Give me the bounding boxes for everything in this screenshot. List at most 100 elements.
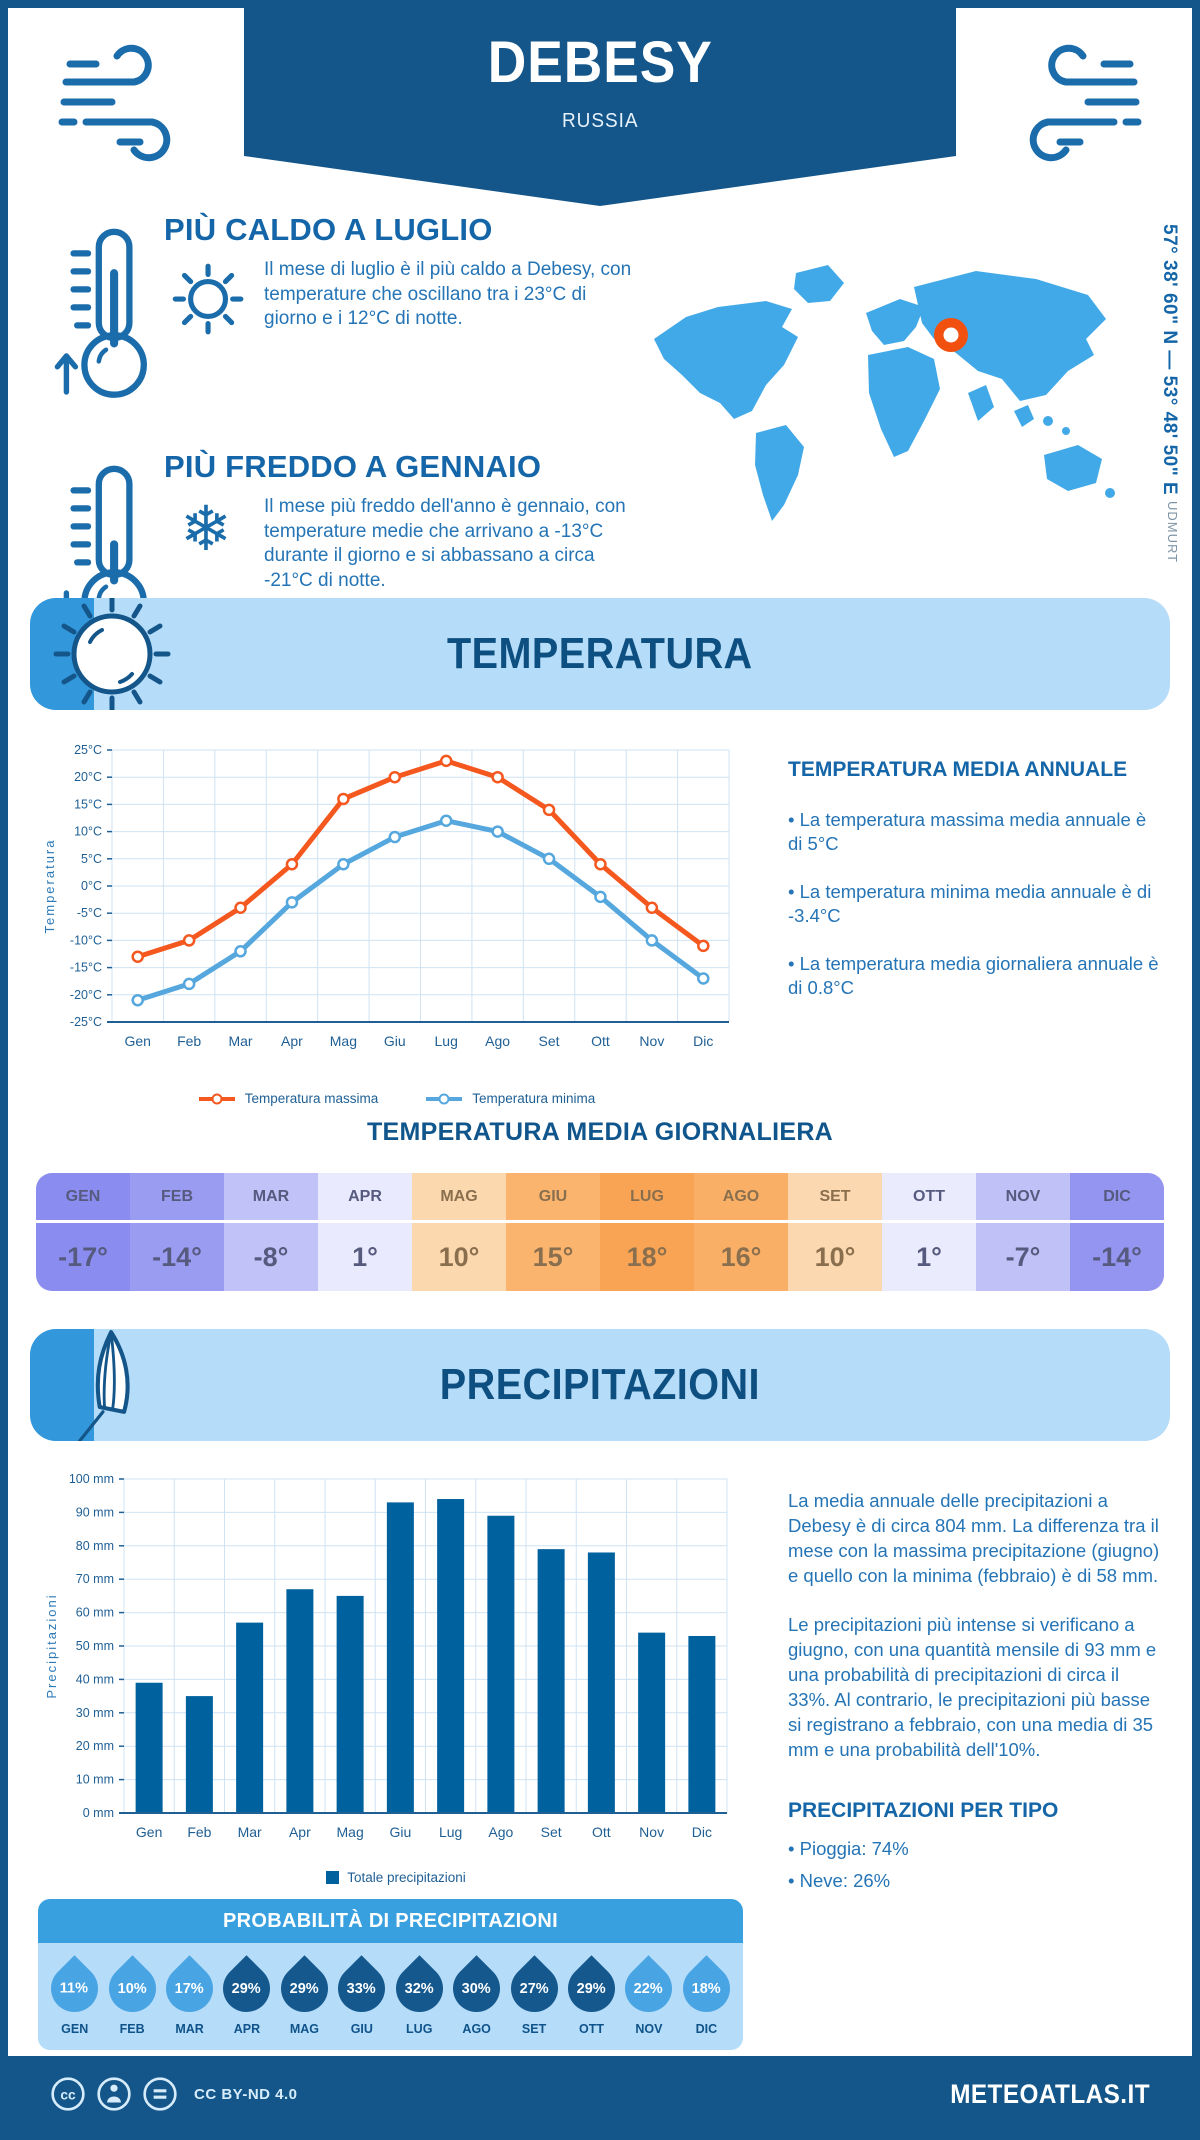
precipitation-type-bullet: Neve: 26% <box>788 1869 1162 1893</box>
svg-text:Mar: Mar <box>238 1824 262 1840</box>
warmest-month-text: Il mese di luglio è il più caldo a Debes… <box>264 259 632 330</box>
page-subtitle: RUSSIA <box>561 110 639 132</box>
svg-text:Ott: Ott <box>592 1824 611 1840</box>
svg-text:Dic: Dic <box>692 1824 712 1840</box>
svg-text:10 mm: 10 mm <box>76 1773 114 1787</box>
license-label: CC BY-ND 4.0 <box>194 2085 298 2103</box>
daily-temperature-section: TEMPERATURA MEDIA GIORNALIERA GEN FEB MAR A… <box>8 1118 1192 1291</box>
svg-text:10°C: 10°C <box>74 825 102 839</box>
svg-text:Ago: Ago <box>485 1033 510 1049</box>
probability-item-NOV: 22% NOV <box>615 1955 683 2036</box>
svg-text:Giu: Giu <box>384 1033 406 1049</box>
droplet-icon: 18% <box>673 1955 740 2022</box>
month-value-NOV: -7° <box>976 1223 1070 1291</box>
svg-text:-20°C: -20°C <box>70 988 102 1002</box>
probability-item-GEN: 11% GEN <box>41 1955 108 2036</box>
month-value-LUG: 18° <box>600 1223 694 1291</box>
droplet-icon: 22% <box>615 1955 683 2022</box>
svg-text:Nov: Nov <box>639 1824 664 1840</box>
title-banner: DEBESY RUSSIA <box>244 8 956 206</box>
svg-text:70 mm: 70 mm <box>76 1572 114 1586</box>
warmest-month-title: PIÙ CALDO A LUGLIO <box>164 212 493 247</box>
month-header-MAR: MAR <box>224 1173 318 1220</box>
month-value-OTT: 1° <box>882 1223 976 1291</box>
svg-text:15°C: 15°C <box>74 797 102 811</box>
probability-item-LUG: 32% LUG <box>386 1955 453 2036</box>
probability-item-DIC: 18% DIC <box>673 1955 740 2036</box>
license-group: cc CC BY-ND 4.0 <box>50 2076 298 2112</box>
probability-title: PROBABILITÀ DI PRECIPITAZIONI <box>38 1899 743 1943</box>
month-header-GEN: GEN <box>36 1173 130 1220</box>
droplet-icon: 32% <box>386 1955 453 2022</box>
month-value-MAR: -8° <box>224 1223 318 1291</box>
svg-text:Mag: Mag <box>337 1824 364 1840</box>
attribution-icon <box>97 2077 131 2111</box>
wind-icon <box>58 44 171 162</box>
droplet-icon: 10% <box>98 1955 166 2022</box>
legend-item: Totale precipitazioni <box>326 1870 466 1885</box>
svg-text:20 mm: 20 mm <box>76 1739 114 1753</box>
month-header-DIC: DIC <box>1070 1173 1164 1220</box>
probability-item-APR: 29% APR <box>213 1955 281 2036</box>
temperature-section-band: TEMPERATURA <box>30 598 1170 710</box>
svg-text:40 mm: 40 mm <box>76 1672 114 1686</box>
svg-text:Apr: Apr <box>281 1033 303 1049</box>
no-derivatives-icon <box>143 2077 177 2111</box>
region-label: UDMURT <box>1165 501 1180 564</box>
probability-item-OTT: 29% OTT <box>558 1955 625 2036</box>
month-header-NOV: NOV <box>976 1173 1070 1220</box>
precipitation-section: 0 mm 10 mm 20 mm 30 mm 40 mm 50 mm 60 mm 70 mm 8… <box>8 1441 1192 2050</box>
precipitation-paragraph: Le precipitazioni più intense si verific… <box>788 1613 1157 1760</box>
month-header-OTT: OTT <box>882 1173 976 1220</box>
month-header-APR: APR <box>318 1173 412 1220</box>
coordinates: 57° 38' 60" N — 53° 48' 50" E UDMURT <box>1158 224 1180 584</box>
droplet-icon: 30% <box>443 1955 510 2022</box>
droplet-icon: 17% <box>156 1955 223 2022</box>
droplet-icon: 29% <box>558 1955 625 2022</box>
precipitation-section-band: PRECIPITAZIONI <box>30 1329 1170 1441</box>
month-value-AGO: 16° <box>694 1223 788 1291</box>
svg-text:0°C: 0°C <box>81 879 102 893</box>
umbrella-band-icon <box>77 1330 130 1441</box>
temperature-line-chart: -25°C -20°C -15°C -10°C -5°C 0°C 5°C 10°C 15°C 20… <box>38 734 754 1087</box>
header: DEBESY RUSSIA <box>8 8 1192 210</box>
probability-item-MAG: 29% MAG <box>271 1955 338 2036</box>
svg-text:0 mm: 0 mm <box>83 1806 114 1820</box>
wind-icon <box>1029 44 1142 162</box>
svg-text:Feb: Feb <box>187 1824 211 1840</box>
month-value-GIU: 15° <box>506 1223 600 1291</box>
svg-text:Gen: Gen <box>124 1033 150 1049</box>
probability-item-FEB: 10% FEB <box>98 1955 166 2036</box>
month-header-SET: SET <box>788 1173 882 1220</box>
coldest-month-title: PIÙ FREDDO A GENNAIO <box>164 449 542 484</box>
svg-text:Ago: Ago <box>488 1824 513 1840</box>
probability-item-GIU: 33% GIU <box>328 1955 396 2036</box>
snowflake-icon: ❄ <box>180 495 232 564</box>
svg-text:Dic: Dic <box>693 1033 713 1049</box>
probability-item-MAR: 17% MAR <box>156 1955 223 2036</box>
svg-text:Set: Set <box>541 1824 562 1840</box>
svg-text:80 mm: 80 mm <box>76 1539 114 1553</box>
probability-panel: PROBABILITÀ DI PRECIPITAZIONI 11% GEN 10% F… <box>38 1899 743 2050</box>
coordinates-text: 57° 38' 60" N — 53° 48' 50" E <box>1159 224 1180 496</box>
thermometer-up-icon <box>52 212 164 415</box>
banner-chevron <box>244 156 956 206</box>
svg-text:Mar: Mar <box>228 1033 252 1049</box>
precipitation-paragraph: La media annuale delle precipitazioni a … <box>788 1490 1160 1586</box>
svg-text:-5°C: -5°C <box>77 906 102 920</box>
highlights-column: PIÙ CALDO A LUGLIO <box>52 212 642 686</box>
month-value-GEN: -17° <box>36 1223 130 1291</box>
temperature-summary-bullet: La temperatura minima media annuale è di… <box>788 880 1162 928</box>
precipitation-summary: La media annuale delle precipitazioni a … <box>754 1465 1162 2050</box>
footer: cc CC BY-ND 4.0 METEOATLAS.IT <box>8 2056 1192 2132</box>
svg-text:50 mm: 50 mm <box>76 1639 114 1653</box>
svg-text:-10°C: -10°C <box>70 933 102 947</box>
temperature-section: -25°C -20°C -15°C -10°C -5°C 0°C 5°C 10°C 15°C 20… <box>8 710 1192 1106</box>
highlights-section: PIÙ CALDO A LUGLIO <box>8 212 1192 635</box>
probability-droplets: 11% GEN 10% FEB 17% MAR 29% APR 29% MAG 33% GIU 32% L… <box>38 1943 743 2050</box>
svg-text:30 mm: 30 mm <box>76 1706 114 1720</box>
precipitation-section-title: PRECIPITAZIONI <box>439 1360 761 1409</box>
month-header-GIU: GIU <box>506 1173 600 1220</box>
precipitation-bar-chart: 0 mm 10 mm 20 mm 30 mm 40 mm 50 mm 60 mm 70 mm 8… <box>38 1465 754 1866</box>
